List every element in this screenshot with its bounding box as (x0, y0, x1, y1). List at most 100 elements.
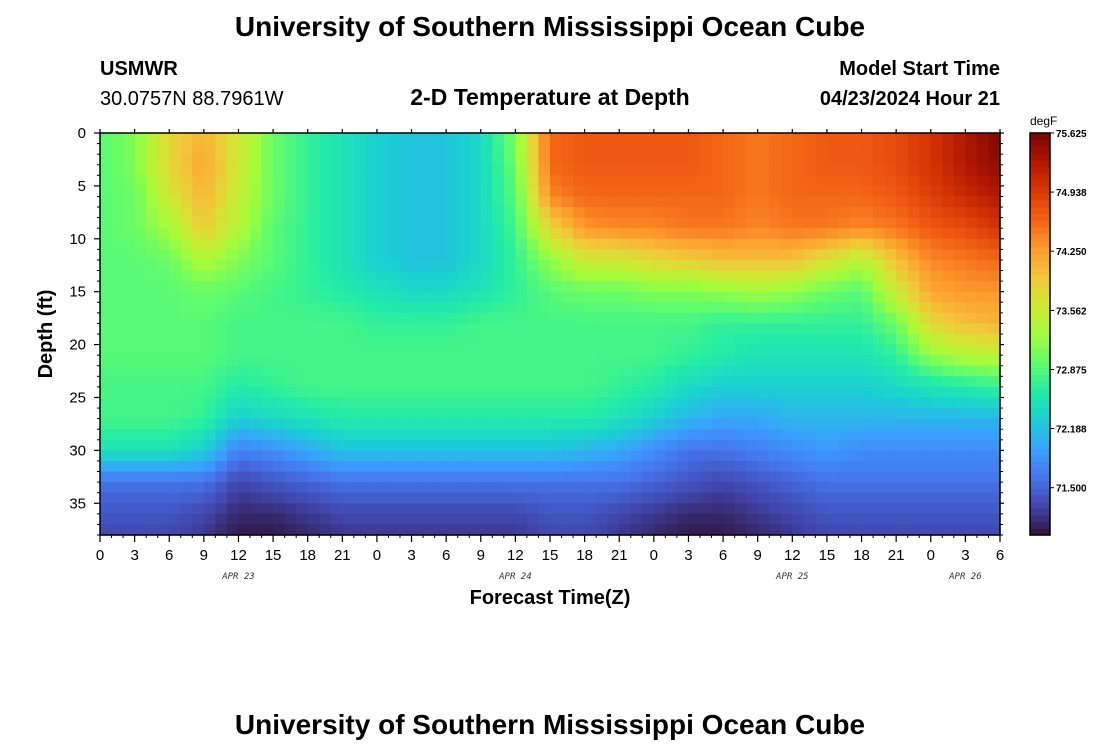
heatmap-cell (538, 281, 551, 293)
heatmap-cell (480, 143, 493, 155)
heatmap-cell (550, 418, 563, 430)
heatmap-cell (169, 386, 182, 399)
heatmap-cell (296, 302, 309, 314)
heatmap-cell (873, 492, 886, 504)
heatmap-cell (780, 154, 793, 166)
heatmap-cell (976, 513, 990, 526)
heatmap-cell (988, 154, 1001, 166)
heatmap-cell (376, 418, 390, 430)
heatmap-cell (480, 270, 493, 282)
heatmap-cell (665, 524, 678, 536)
heatmap-cell (123, 217, 136, 229)
heatmap-cell (353, 334, 366, 346)
heatmap-cell (826, 365, 840, 377)
heatmap-cell (226, 513, 240, 526)
heatmap-cell (480, 365, 493, 377)
heatmap-cell (584, 439, 597, 451)
heatmap-cell (757, 323, 770, 335)
heatmap-cell (215, 154, 228, 166)
heatmap-cell (180, 228, 193, 240)
heatmap-cell (180, 259, 193, 272)
heatmap-cell (134, 513, 147, 526)
heatmap-cell (642, 513, 655, 526)
heatmap-cell (480, 397, 493, 409)
heatmap-cell (769, 355, 782, 367)
heatmap-cell (734, 503, 747, 515)
heatmap-cell (342, 302, 355, 314)
heatmap-cell (515, 429, 528, 441)
heatmap-cell (861, 323, 874, 335)
heatmap-cell (653, 503, 666, 515)
heatmap-cell (203, 492, 216, 504)
heatmap-cell (653, 154, 666, 166)
heatmap-cell (734, 323, 747, 335)
heatmap-cell (203, 281, 216, 293)
heatmap-cell (711, 439, 724, 451)
heatmap-cell (573, 249, 586, 261)
heatmap-cell (411, 302, 424, 314)
heatmap-cell (226, 397, 240, 409)
heatmap-cell (134, 524, 147, 536)
heatmap-cell (261, 376, 274, 388)
heatmap-cell (953, 471, 966, 483)
heatmap-cell (584, 524, 597, 536)
heatmap-cell (757, 503, 770, 515)
heatmap-cell (411, 450, 424, 462)
heatmap-cell (215, 334, 228, 346)
heatmap-cell (919, 228, 932, 240)
heatmap-cell (423, 513, 436, 526)
heatmap-cell (919, 207, 932, 219)
heatmap-cell (734, 228, 747, 240)
heatmap-cell (157, 249, 170, 261)
heatmap-cell (238, 429, 251, 441)
heatmap-cell (711, 196, 724, 208)
heatmap-cell (157, 513, 170, 526)
heatmap-cell (815, 133, 828, 145)
heatmap-cell (296, 471, 309, 483)
heatmap-cell (988, 175, 1001, 187)
heatmap-cell (676, 249, 690, 261)
heatmap-cell (561, 439, 574, 451)
heatmap-cell (700, 133, 713, 145)
heatmap-cell (123, 418, 136, 430)
heatmap-cell (746, 334, 759, 346)
heatmap-cell (250, 217, 263, 229)
heatmap-cell (596, 143, 609, 155)
heatmap-cell (469, 334, 482, 346)
heatmap-cell (284, 196, 297, 208)
heatmap-cell (157, 196, 170, 208)
heatmap-cell (538, 291, 551, 303)
heatmap-cell (146, 386, 159, 399)
heatmap-cell (815, 312, 828, 325)
heatmap-cell (284, 323, 297, 335)
heatmap-cell (169, 133, 182, 145)
heatmap-cell (296, 513, 309, 526)
heatmap-cell (988, 450, 1001, 462)
heatmap-cell (284, 291, 297, 303)
heatmap-cell (550, 503, 563, 515)
heatmap-cell (273, 270, 286, 282)
heatmap-cell (596, 408, 609, 420)
heatmap-cell (111, 302, 124, 314)
heatmap-cell (469, 207, 482, 219)
heatmap-cell (896, 492, 909, 504)
heatmap-cell (480, 418, 493, 430)
heatmap-cell (930, 196, 943, 208)
heatmap-cell (850, 312, 863, 325)
heatmap-cell (550, 471, 563, 483)
heatmap-cell (169, 228, 182, 240)
heatmap-cell (676, 524, 690, 536)
heatmap-cell (100, 408, 113, 420)
heatmap-cell (965, 397, 978, 409)
heatmap-cell (180, 238, 193, 250)
heatmap-cell (792, 196, 805, 208)
heatmap-cell (180, 386, 193, 399)
heatmap-cell (526, 270, 540, 282)
heatmap-cell (250, 154, 263, 166)
heatmap-cell (619, 439, 632, 451)
heatmap-cell (988, 228, 1001, 240)
heatmap-cell (700, 302, 713, 314)
heatmap-cell (296, 228, 309, 240)
y-tick-label: 15 (69, 284, 86, 301)
heatmap-cell (353, 386, 366, 399)
